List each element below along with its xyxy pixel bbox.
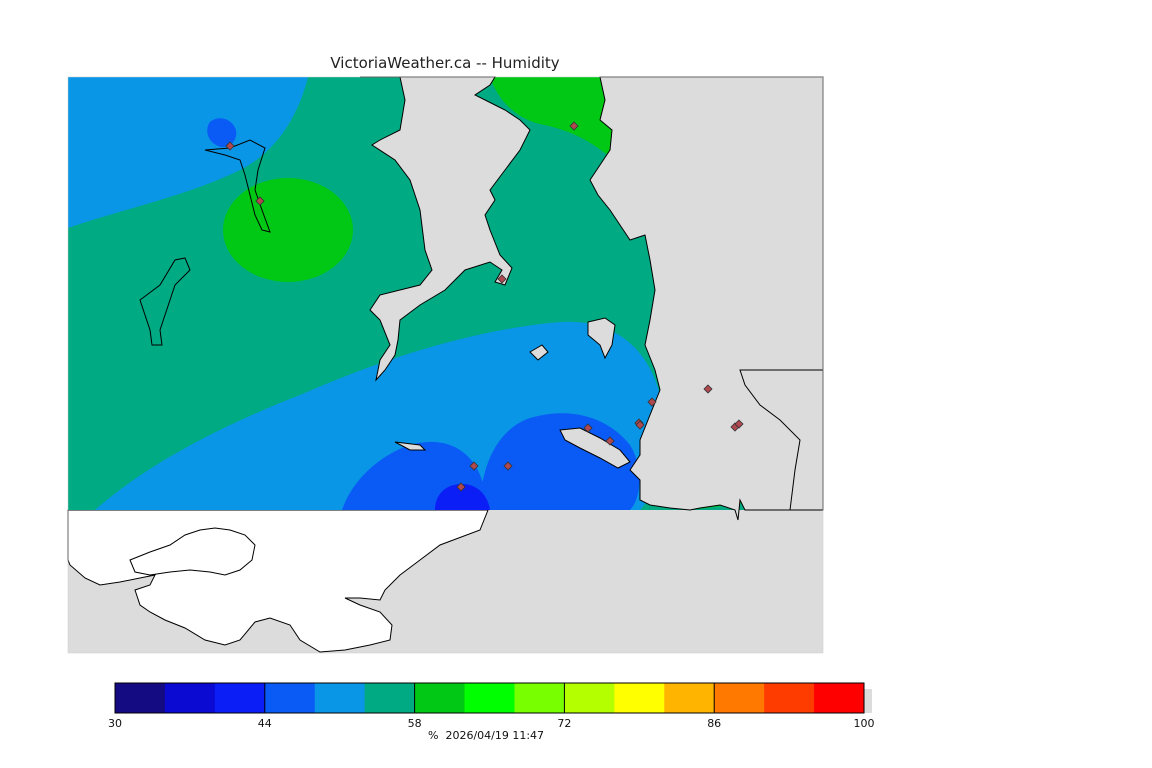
colorbar-tick-label: 44 bbox=[257, 717, 272, 730]
lake-north bbox=[204, 139, 271, 233]
contour-65-center bbox=[223, 178, 353, 282]
colorbar-swatch bbox=[115, 683, 166, 713]
plot-frame bbox=[67, 76, 824, 654]
colorbar-swatch bbox=[764, 683, 815, 713]
water-channel bbox=[129, 527, 256, 576]
island-1 bbox=[587, 317, 616, 360]
station-marker[interactable] bbox=[255, 196, 265, 206]
island-inlet bbox=[559, 427, 631, 469]
land-peninsula-west bbox=[360, 76, 531, 382]
colorbar-swatch bbox=[714, 683, 765, 713]
contour-52-north bbox=[68, 77, 308, 228]
station-marker[interactable] bbox=[456, 482, 466, 492]
station-marker[interactable] bbox=[605, 436, 615, 446]
colorbar-swatch bbox=[364, 683, 416, 713]
contour-40-south bbox=[435, 484, 490, 510]
coastline-land bbox=[360, 76, 824, 521]
colorbar-swatch bbox=[214, 683, 266, 713]
station-marker[interactable] bbox=[734, 419, 744, 429]
colorbar-swatch bbox=[164, 683, 216, 713]
station-marker[interactable] bbox=[225, 141, 235, 151]
island-3 bbox=[394, 441, 427, 451]
colorbar-swatch bbox=[664, 683, 715, 713]
station-marker[interactable] bbox=[503, 461, 513, 471]
island-2 bbox=[529, 344, 549, 361]
colorbar-tick-label: 30 bbox=[108, 717, 122, 730]
station-marker[interactable] bbox=[583, 423, 593, 433]
colorbar-swatch bbox=[614, 683, 665, 713]
station-marker[interactable] bbox=[703, 384, 713, 394]
contour-46-north bbox=[207, 118, 237, 148]
station-marker[interactable] bbox=[647, 397, 657, 407]
colorbar-swatch bbox=[514, 683, 565, 713]
colorbar-caption: % 2026/04/19 11:47 bbox=[428, 729, 545, 742]
colorbar bbox=[114, 682, 872, 714]
colorbar-swatch bbox=[414, 683, 466, 713]
colorbar-swatch bbox=[264, 683, 316, 713]
colorbar-tick-label: 86 bbox=[707, 717, 722, 730]
station-marker[interactable] bbox=[469, 461, 479, 471]
colorbar-tick-label: 72 bbox=[557, 717, 572, 730]
weather-stations bbox=[225, 121, 744, 492]
colorbar-tick-label: 58 bbox=[407, 717, 422, 730]
page-title: VictoriaWeather.ca -- Humidity bbox=[330, 54, 560, 72]
colorbar-swatch bbox=[464, 683, 515, 713]
station-marker[interactable] bbox=[497, 274, 507, 284]
station-marker[interactable] bbox=[569, 121, 579, 131]
colorbar-swatch bbox=[314, 683, 366, 713]
contour-65-northeast bbox=[490, 77, 615, 160]
colorbar-swatch bbox=[564, 683, 615, 713]
colorbar-swatch bbox=[814, 683, 865, 713]
lake-west bbox=[139, 257, 191, 346]
colorbar-tick-label: 100 bbox=[853, 717, 875, 730]
station-marker[interactable] bbox=[635, 420, 645, 430]
lakes bbox=[139, 139, 271, 346]
